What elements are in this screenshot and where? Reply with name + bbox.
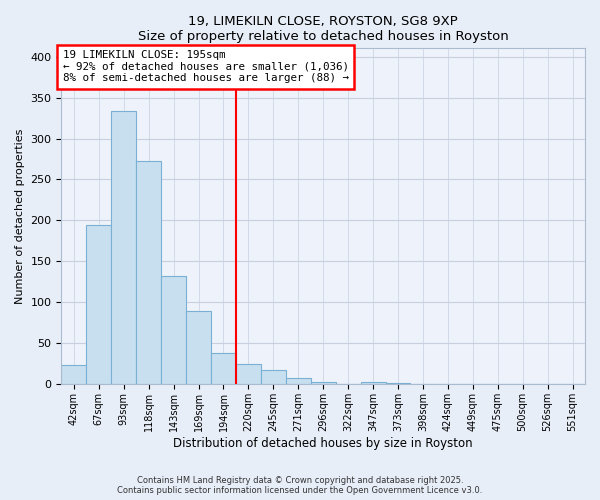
Bar <box>261 370 286 384</box>
Bar <box>111 112 136 384</box>
Bar <box>236 364 261 384</box>
Bar <box>211 354 236 384</box>
X-axis label: Distribution of detached houses by size in Royston: Distribution of detached houses by size … <box>173 437 473 450</box>
Bar <box>186 310 211 384</box>
Bar <box>361 382 386 384</box>
Bar <box>386 383 410 384</box>
Bar <box>161 276 186 384</box>
Text: Contains HM Land Registry data © Crown copyright and database right 2025.
Contai: Contains HM Land Registry data © Crown c… <box>118 476 482 495</box>
Bar <box>311 382 335 384</box>
Bar <box>286 378 311 384</box>
Bar <box>86 226 111 384</box>
Y-axis label: Number of detached properties: Number of detached properties <box>15 128 25 304</box>
Title: 19, LIMEKILN CLOSE, ROYSTON, SG8 9XP
Size of property relative to detached house: 19, LIMEKILN CLOSE, ROYSTON, SG8 9XP Siz… <box>138 15 509 43</box>
Text: 19 LIMEKILN CLOSE: 195sqm
← 92% of detached houses are smaller (1,036)
8% of sem: 19 LIMEKILN CLOSE: 195sqm ← 92% of detac… <box>62 50 349 83</box>
Bar <box>61 365 86 384</box>
Bar <box>136 162 161 384</box>
